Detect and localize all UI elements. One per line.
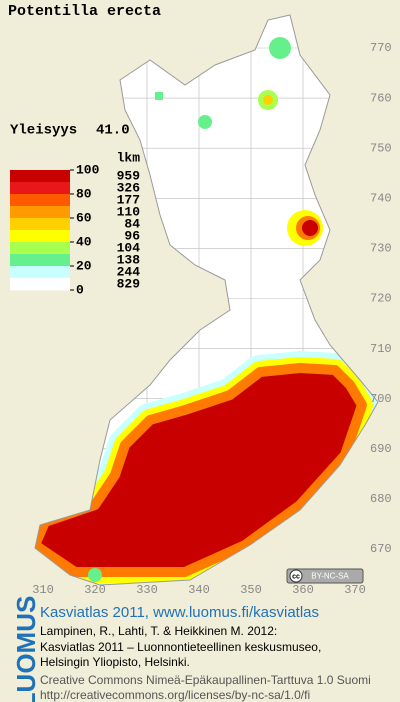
legend-swatch	[10, 254, 70, 267]
legend-count: 244	[117, 264, 141, 279]
range-spot	[155, 92, 163, 100]
range-spot	[302, 220, 318, 236]
y-label: 740	[370, 191, 392, 205]
y-label: 720	[370, 292, 392, 306]
legend-count: 84	[124, 216, 140, 231]
legend-swatch	[10, 206, 70, 219]
range-spot	[88, 568, 102, 582]
legend-count: 326	[117, 180, 141, 195]
legend-swatch	[10, 278, 70, 291]
headline: Kasviatlas 2011, www.luomus.fi/kasviatla…	[40, 604, 319, 621]
legend-count: 959	[117, 168, 141, 183]
legend-swatch	[10, 230, 70, 243]
x-label: 360	[292, 583, 314, 597]
y-label: 700	[370, 392, 392, 406]
legend-swatch	[10, 182, 70, 195]
frequency-label: Yleisyys	[10, 123, 77, 139]
legend-tick-label: 100	[76, 162, 100, 177]
legend-count: 138	[117, 252, 141, 267]
license: http://creativecommons.org/licenses/by-n…	[40, 688, 310, 702]
legend-swatch	[10, 194, 70, 207]
x-label: 330	[136, 583, 158, 597]
legend-count: 96	[124, 228, 140, 243]
species-title: Potentilla erecta	[8, 3, 161, 20]
x-label: 310	[32, 583, 54, 597]
count-header: lkm	[117, 150, 141, 165]
legend-count: 104	[117, 240, 141, 255]
range-spot	[263, 95, 273, 105]
range-core	[35, 363, 367, 577]
grid-labels: 770 760 750 740 730 720 710 700 690 680 670 310 320 3…	[32, 41, 391, 597]
y-label: 770	[370, 41, 392, 55]
legend-tick-label: 80	[76, 186, 92, 201]
range-spot	[269, 37, 291, 59]
frequency-value: 41.0	[96, 123, 130, 139]
brand: LUOMUS	[11, 596, 41, 702]
y-label: 670	[370, 542, 392, 556]
citation: Lampinen, R., Lahti, T. & Heikkinen M. 2…	[40, 624, 277, 638]
badge-box	[286, 568, 364, 584]
legend-count: 177	[117, 192, 140, 207]
y-label: 750	[370, 141, 392, 155]
citation: Helsingin Yliopisto, Helsinki.	[40, 655, 190, 669]
license-badge: cc BY-NC-SA	[286, 568, 364, 584]
legend-swatch	[10, 218, 70, 231]
range-spot	[198, 115, 212, 129]
x-label: 350	[240, 583, 262, 597]
legend-count: 110	[117, 204, 141, 219]
legend-tick-label: 60	[76, 210, 92, 225]
license: Creative Commons Nimeä-Epäkaupallinen-Ta…	[40, 673, 371, 687]
legend-count: 829	[117, 276, 141, 291]
badge-text: BY-NC-SA	[311, 572, 349, 581]
legend-tick-label: 20	[76, 258, 92, 273]
legend-swatch	[10, 266, 70, 279]
y-label: 690	[370, 442, 392, 456]
y-label: 760	[370, 91, 392, 105]
y-label: 710	[370, 342, 392, 356]
legend-swatch	[10, 242, 70, 255]
x-label: 320	[84, 583, 106, 597]
badge-cc: cc	[292, 573, 300, 580]
y-label: 730	[370, 242, 392, 256]
x-label: 340	[188, 583, 210, 597]
x-label: 370	[344, 583, 366, 597]
legend-swatch	[10, 170, 70, 183]
legend-tick-label: 0	[76, 282, 84, 297]
badge-circle	[289, 569, 303, 583]
y-label: 680	[370, 492, 392, 506]
citation: Kasviatlas 2011 – Luonnontieteellinen ke…	[40, 640, 321, 654]
legend-tick-label: 40	[76, 234, 92, 249]
